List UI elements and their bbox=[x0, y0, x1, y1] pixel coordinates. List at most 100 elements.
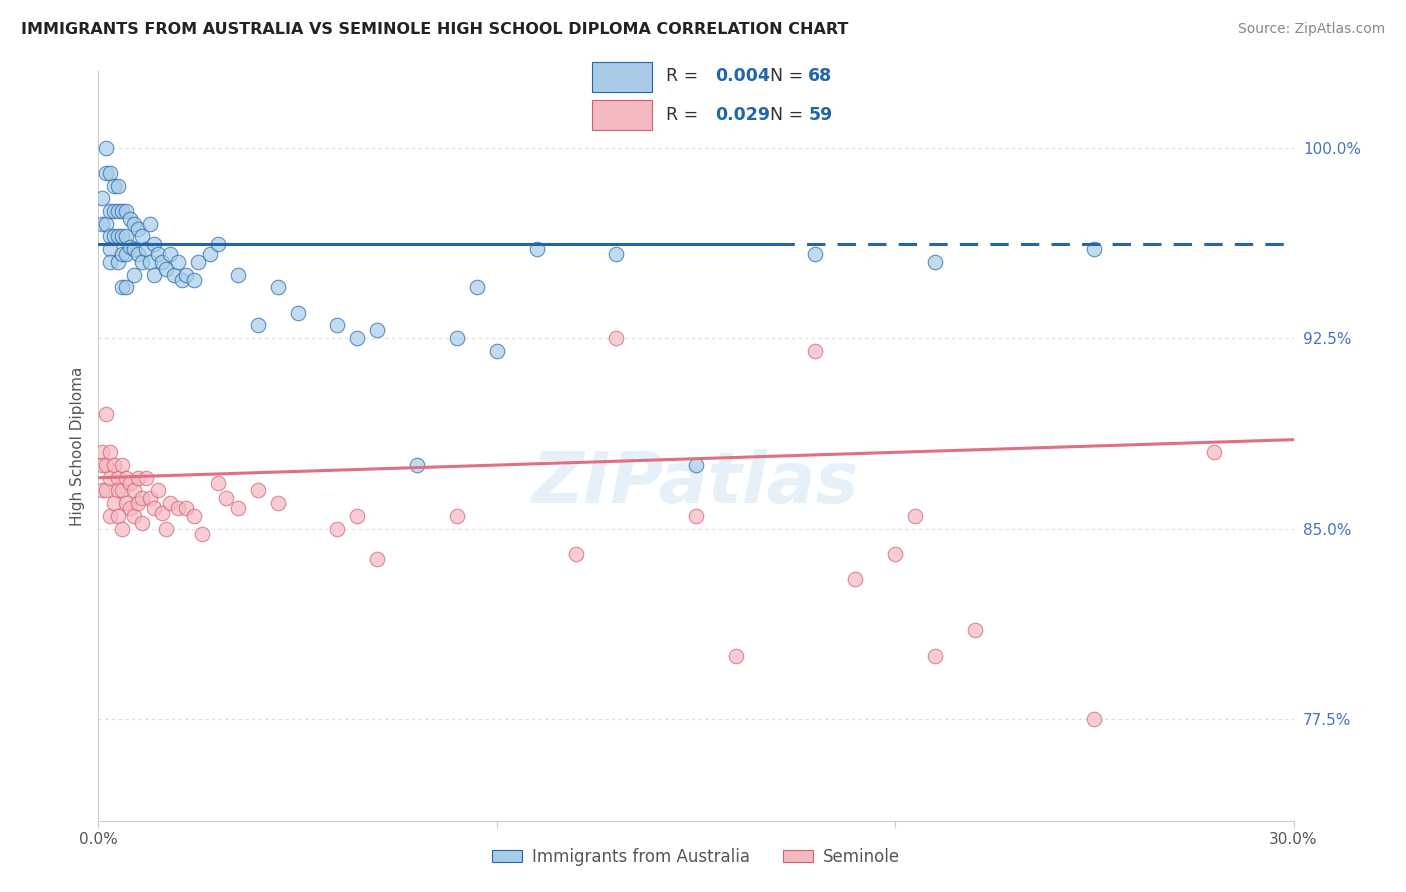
Y-axis label: High School Diploma: High School Diploma bbox=[69, 367, 84, 525]
Point bbox=[124, 217, 146, 231]
Point bbox=[804, 343, 827, 358]
Point bbox=[135, 471, 157, 485]
Point bbox=[111, 458, 134, 472]
Point bbox=[446, 331, 468, 345]
Point bbox=[107, 255, 129, 269]
Point bbox=[98, 255, 122, 269]
Point bbox=[107, 204, 129, 219]
Text: 59: 59 bbox=[808, 105, 832, 123]
Point bbox=[187, 255, 209, 269]
Point bbox=[605, 331, 627, 345]
Point bbox=[246, 483, 269, 498]
Point bbox=[155, 262, 177, 277]
Point bbox=[107, 178, 129, 193]
Point bbox=[143, 501, 166, 516]
Point bbox=[115, 229, 138, 244]
Point bbox=[96, 458, 118, 472]
Point bbox=[326, 318, 349, 333]
Point bbox=[120, 211, 142, 226]
Point bbox=[131, 516, 153, 531]
Text: R =: R = bbox=[666, 68, 703, 86]
Point bbox=[884, 547, 907, 561]
Point bbox=[143, 268, 166, 282]
Point bbox=[111, 247, 134, 261]
Point bbox=[346, 508, 368, 523]
Legend: Immigrants from Australia, Seminole: Immigrants from Australia, Seminole bbox=[485, 841, 907, 872]
Point bbox=[124, 508, 146, 523]
Point bbox=[326, 522, 349, 536]
Text: N =: N = bbox=[770, 105, 808, 123]
Point bbox=[111, 229, 134, 244]
Point bbox=[207, 475, 229, 490]
Point bbox=[685, 508, 707, 523]
Bar bbox=[592, 100, 652, 130]
Point bbox=[103, 458, 125, 472]
Point bbox=[98, 204, 122, 219]
Point bbox=[215, 491, 238, 505]
Point bbox=[103, 229, 125, 244]
Point bbox=[127, 247, 149, 261]
Point bbox=[191, 526, 214, 541]
Bar bbox=[592, 62, 652, 92]
Text: IMMIGRANTS FROM AUSTRALIA VS SEMINOLE HIGH SCHOOL DIPLOMA CORRELATION CHART: IMMIGRANTS FROM AUSTRALIA VS SEMINOLE HI… bbox=[21, 22, 848, 37]
Point bbox=[120, 475, 142, 490]
Point bbox=[91, 483, 114, 498]
Point bbox=[226, 501, 249, 516]
Point bbox=[246, 318, 269, 333]
Point bbox=[685, 458, 707, 472]
Point bbox=[103, 204, 125, 219]
Point bbox=[103, 496, 125, 510]
Point bbox=[115, 247, 138, 261]
Point bbox=[198, 247, 221, 261]
Point bbox=[804, 247, 827, 261]
Point bbox=[98, 508, 122, 523]
Point bbox=[485, 343, 508, 358]
Point bbox=[150, 506, 173, 520]
Point bbox=[150, 255, 173, 269]
Point bbox=[605, 247, 627, 261]
Point bbox=[139, 491, 162, 505]
Point bbox=[724, 648, 747, 663]
Point bbox=[183, 272, 205, 286]
Point bbox=[565, 547, 588, 561]
Point bbox=[91, 191, 114, 205]
Point bbox=[98, 471, 122, 485]
Point bbox=[159, 247, 181, 261]
Text: R =: R = bbox=[666, 105, 703, 123]
Point bbox=[107, 508, 129, 523]
Text: 68: 68 bbox=[808, 68, 832, 86]
Point bbox=[366, 552, 388, 566]
Point bbox=[127, 222, 149, 236]
Point bbox=[91, 458, 114, 472]
Point bbox=[115, 280, 138, 294]
Point bbox=[167, 255, 190, 269]
Point bbox=[107, 471, 129, 485]
Point bbox=[366, 323, 388, 337]
Point bbox=[148, 247, 170, 261]
Point bbox=[924, 255, 946, 269]
Point bbox=[163, 268, 186, 282]
Point bbox=[91, 217, 114, 231]
Point bbox=[98, 445, 122, 459]
Point bbox=[96, 140, 118, 154]
Point bbox=[98, 242, 122, 256]
Point bbox=[1083, 242, 1105, 256]
Point bbox=[111, 483, 134, 498]
Point bbox=[124, 483, 146, 498]
Point bbox=[131, 255, 153, 269]
Point bbox=[115, 204, 138, 219]
Point bbox=[111, 522, 134, 536]
Point bbox=[346, 331, 368, 345]
Point bbox=[155, 522, 177, 536]
Point bbox=[120, 239, 142, 253]
Point bbox=[267, 280, 290, 294]
Point bbox=[924, 648, 946, 663]
Point bbox=[111, 204, 134, 219]
Point bbox=[143, 237, 166, 252]
Point bbox=[107, 229, 129, 244]
Text: Source: ZipAtlas.com: Source: ZipAtlas.com bbox=[1237, 22, 1385, 37]
Point bbox=[96, 166, 118, 180]
Point bbox=[139, 217, 162, 231]
Point bbox=[526, 242, 548, 256]
Point bbox=[207, 237, 229, 252]
